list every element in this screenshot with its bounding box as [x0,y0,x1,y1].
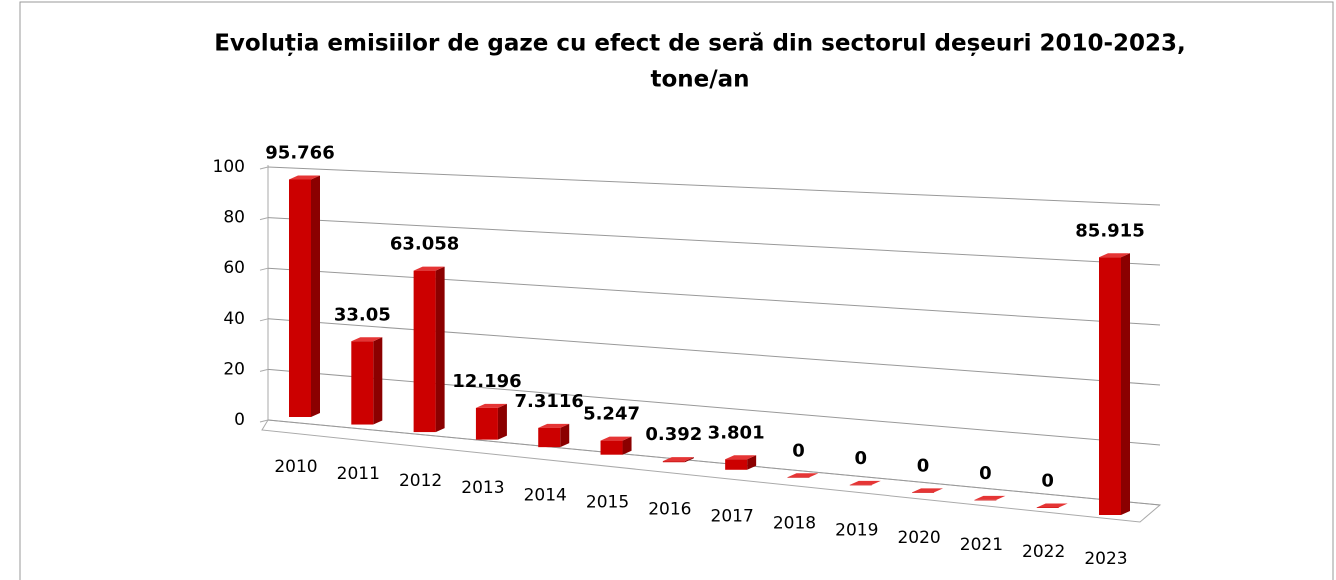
y-tick-label: 0 [234,410,245,430]
value-label: 33.05 [334,304,391,325]
bar [538,427,561,448]
bar-top [289,175,320,180]
x-tick-label: 2022 [1022,542,1065,562]
bar-top [1099,253,1130,258]
value-label: 0 [979,463,992,484]
bar-top [787,473,819,478]
bar-side [560,423,570,448]
bar [600,440,623,455]
x-tick-label: 2010 [274,457,317,477]
grid-line [267,217,1161,266]
bar-top [849,480,881,485]
value-label: 0 [792,440,805,461]
bar-top [725,455,757,460]
bar-top [475,403,507,408]
bar-top [351,337,383,342]
bar-top [538,423,570,428]
bar-side [747,455,757,470]
bar-side [1121,253,1130,515]
grid-line [267,166,1161,206]
x-tick-label: 2012 [399,471,442,491]
y-tick-label: 80 [223,208,245,228]
bar [725,459,748,470]
bar-side [373,337,383,425]
y-tick-mark [259,166,269,170]
x-tick-label: 2023 [1084,549,1127,569]
chart-title: Evoluția emisiilor de gaze cu efect de s… [214,31,1186,57]
x-tick-label: 2020 [897,528,940,548]
bar [662,461,685,463]
x-tick-label: 2011 [337,464,380,484]
x-tick-label: 2015 [586,492,629,512]
bar [1099,257,1121,515]
y-tick-label: 60 [223,258,245,278]
value-label: 85.915 [1075,220,1144,241]
x-tick-label: 2021 [960,535,1003,555]
bar-side [684,457,694,463]
y-tick-label: 20 [223,359,245,379]
bar [974,499,997,501]
bar [849,484,872,486]
bar [787,477,810,478]
bar-top [662,457,694,462]
chart-title: tone/an [650,67,749,93]
bar-side [435,266,445,433]
y-tick-mark [259,267,269,271]
y-tick-mark [259,368,269,372]
y-tick-mark [259,419,269,423]
y-tick-mark [259,217,269,221]
value-label: 12.196 [452,371,521,392]
value-label: 95.766 [265,143,334,164]
bar [475,407,498,440]
bar-side [311,175,320,417]
value-label: 5.247 [583,404,640,425]
bar-top [974,495,1006,500]
bar [351,341,374,425]
value-label: 0.392 [645,424,702,445]
value-label: 0 [855,448,868,469]
bar-side [497,403,507,440]
bar-top [912,488,944,493]
bar [1036,507,1059,508]
value-label: 7.3116 [514,391,583,412]
bar-top [413,266,445,271]
bar-side [622,436,632,455]
value-label: 0 [1041,470,1054,491]
grid-line [267,419,1161,506]
y-tick-label: 100 [213,157,245,177]
bar [289,179,311,417]
value-label: 0 [917,455,930,476]
x-tick-label: 2019 [835,521,878,541]
x-tick-label: 2016 [648,499,691,519]
bar [413,270,436,433]
bar-top [600,436,632,441]
y-tick-label: 40 [223,309,245,329]
bar [912,492,935,493]
x-tick-label: 2014 [524,485,567,505]
x-tick-label: 2013 [461,478,504,498]
x-tick-label: 2018 [773,514,816,534]
x-tick-label: 2017 [711,507,754,527]
bar-top [1036,503,1068,508]
y-tick-mark [259,318,269,322]
value-label: 3.801 [708,422,765,443]
value-label: 63.058 [390,234,459,255]
